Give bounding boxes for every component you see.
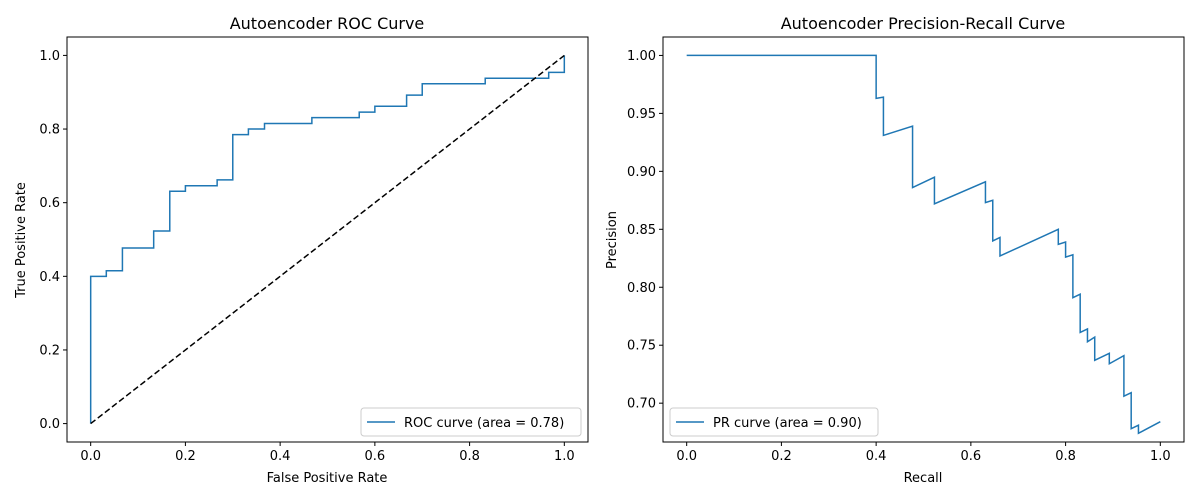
roc-y-axis-label: True Positive Rate <box>14 182 29 299</box>
roc-legend-label: ROC curve (area = 0.78) <box>404 416 564 431</box>
pr-x-tick-label: 1.0 <box>1150 449 1171 464</box>
pr-y-tick-label: 0.75 <box>627 339 656 354</box>
pr-chart-title: Autoencoder Precision-Recall Curve <box>781 14 1066 33</box>
roc-x-tick-label: 0.0 <box>80 449 101 464</box>
roc-curve-line <box>89 55 566 424</box>
roc-y-tick-label: 1.0 <box>39 49 60 64</box>
pr-x-tick-label: 0.8 <box>1055 449 1076 464</box>
pr-curve-line <box>686 54 1161 435</box>
pr-x-tick-label: 0.6 <box>961 449 982 464</box>
roc-chance-diagonal-line <box>90 54 565 425</box>
pr-plot-frame <box>662 36 1185 443</box>
roc-x-tick-label: 0.8 <box>459 449 480 464</box>
pr-y-tick-label: 0.95 <box>627 107 656 122</box>
roc-x-tick-label: 0.4 <box>270 449 291 464</box>
roc-x-tick-label: 1.0 <box>554 449 575 464</box>
roc-plot-frame <box>66 36 589 443</box>
roc-legend: ROC curve (area = 0.78) <box>360 407 582 437</box>
roc-y-tick-label: 0.6 <box>39 196 60 211</box>
roc-chart-panel: Autoencoder ROC Curve 0.0 0.2 0.4 0.6 0.8 1.0… <box>14 14 589 486</box>
pr-legend-label: PR curve (area = 0.90) <box>713 416 862 431</box>
roc-y-tick-label: 0.8 <box>39 123 60 138</box>
roc-x-tick-label: 0.6 <box>365 449 386 464</box>
roc-y-tick-label: 0.2 <box>39 343 60 358</box>
pr-x-tick-label: 0.2 <box>771 449 792 464</box>
pr-y-tick-label: 0.85 <box>627 223 656 238</box>
pr-chart-panel: Autoencoder Precision-Recall Curve 0.0 0.… <box>605 14 1185 486</box>
pr-legend: PR curve (area = 0.90) <box>669 407 879 437</box>
roc-y-tick-label: 0.4 <box>39 270 60 285</box>
roc-x-tick-label: 0.2 <box>175 449 196 464</box>
pr-y-tick-label: 0.80 <box>627 281 656 296</box>
pr-x-tick-label: 0.4 <box>866 449 887 464</box>
pr-x-axis-label: Recall <box>904 471 943 486</box>
roc-x-axis-label: False Positive Rate <box>267 471 388 486</box>
pr-y-axis-label: Precision <box>605 211 620 269</box>
pr-y-tick-label: 0.70 <box>627 397 656 412</box>
roc-chart-title: Autoencoder ROC Curve <box>230 14 425 33</box>
pr-y-tick-label: 1.00 <box>627 49 656 64</box>
pr-y-tick-label: 0.90 <box>627 165 656 180</box>
roc-y-tick-label: 0.0 <box>39 417 60 432</box>
pr-x-tick-label: 0.0 <box>676 449 697 464</box>
